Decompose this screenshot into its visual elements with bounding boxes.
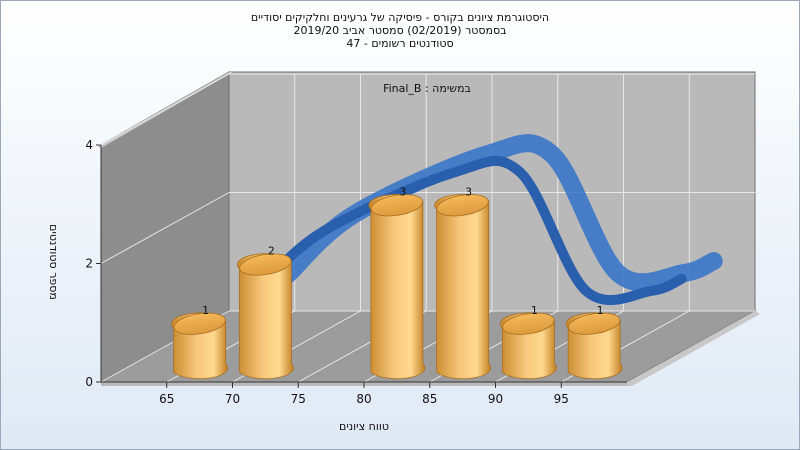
histogram-bar: 1 (171, 304, 228, 380)
bar-value-label: 1 (531, 304, 538, 317)
bar-value-label: 3 (399, 185, 406, 198)
x-tick-label: 75 (291, 392, 306, 406)
chart-title: היסטוגרמת ציונים בקורס - פיסיקה של גרעינ… (250, 11, 550, 24)
histogram-bar: 3 (368, 185, 426, 380)
floor-side-edge (627, 311, 760, 386)
x-tick-label: 90 (488, 392, 503, 406)
y-tick-label: 2 (85, 257, 93, 271)
histogram-bar: 1 (500, 304, 557, 380)
bar-top (239, 253, 292, 276)
bar-body (368, 194, 426, 380)
bar-value-label: 1 (597, 304, 604, 317)
grid-line (100, 73, 230, 146)
histogram-bar: 1 (565, 304, 623, 380)
x-tick-label: 70 (225, 392, 240, 406)
bar-body (434, 194, 491, 380)
bar-top (370, 194, 424, 217)
bar-value-label: 2 (268, 245, 275, 258)
x-tick-label: 95 (554, 392, 569, 406)
x-tick-label: 85 (422, 392, 437, 406)
task-label: במשימה : Final_B (383, 82, 471, 95)
bar-value-label: 1 (202, 304, 209, 317)
y-ticks: 0 2 4 (85, 138, 101, 389)
curve-ribbon-back (275, 134, 723, 292)
bar-top (173, 312, 226, 335)
y-axis-title: מספר סטודנטים (47, 224, 60, 300)
y-tick-label: 0 (85, 375, 93, 389)
bar-value-label: 3 (465, 185, 472, 198)
bar-top (436, 194, 489, 217)
bar-top (567, 312, 621, 335)
histogram-bar: 3 (434, 185, 491, 380)
x-axis-title: טווח ציונים (339, 420, 389, 433)
bars: 1 2 3 3 1 1 (171, 185, 623, 380)
grid-line (100, 192, 230, 264)
bar-top (502, 312, 555, 335)
histogram-bar: 2 (237, 245, 294, 380)
x-tick-label: 65 (159, 392, 174, 406)
chart-enrollment: סטודנטים רשומים - 47 (346, 37, 454, 50)
y-tick-label: 4 (85, 138, 93, 152)
x-tick-label: 80 (356, 392, 371, 406)
chart-subtitle: בסמסטר (02/2019) סמסטר אביב 2019/20 (293, 24, 507, 37)
x-ticks: 65 70 75 80 85 90 95 (159, 382, 569, 406)
